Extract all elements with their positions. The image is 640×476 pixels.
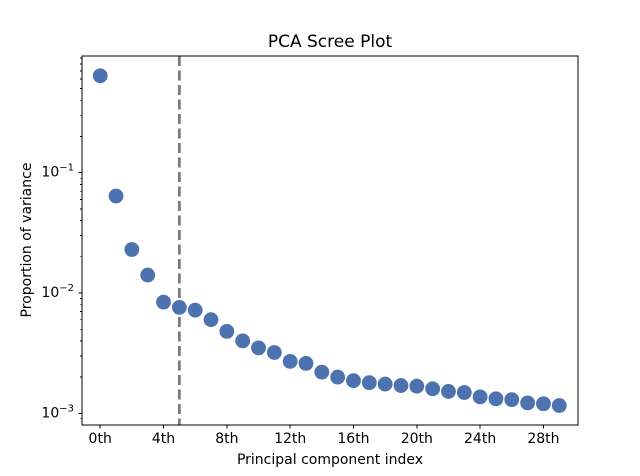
x-tick-label: 24th (464, 431, 496, 447)
scatter-point (314, 364, 330, 380)
scatter-point (551, 398, 567, 413)
scatter-point (425, 381, 441, 397)
x-tick-label: 20th (401, 431, 433, 447)
scatter-point (92, 68, 108, 84)
scatter-point (504, 392, 520, 407)
y-tick-label: 10−3 (41, 403, 74, 421)
scatter-series (92, 68, 567, 413)
x-axis-label: Principal component index (237, 452, 423, 468)
x-tick-label: 28th (527, 431, 559, 447)
scatter-point (156, 294, 171, 310)
x-tick-label: 16th (337, 431, 369, 447)
scatter-point (203, 312, 219, 328)
scatter-point (298, 355, 314, 371)
axes-frame (81, 55, 579, 426)
scatter-point (536, 396, 551, 412)
scatter-point (488, 391, 504, 407)
scatter-point (171, 299, 187, 315)
scatter-point (251, 340, 266, 356)
scatter-point (140, 267, 156, 283)
x-tick-label: 4th (152, 431, 175, 447)
scatter-point (456, 385, 472, 400)
chart-title: PCA Scree Plot (268, 32, 393, 52)
y-tick-label: 10−2 (41, 283, 74, 301)
scatter-point (219, 323, 235, 339)
scatter-point (472, 389, 488, 405)
scatter-point (346, 373, 361, 388)
scatter-point (124, 242, 140, 257)
scatter-point (520, 395, 536, 411)
y-tick-label: 10−1 (41, 163, 74, 181)
x-axis: 0th 4th 8th 12th 16th 20th 24th 28th (89, 425, 560, 447)
x-tick-label: 0th (89, 431, 112, 447)
scatter-point (235, 333, 251, 349)
scatter-point (330, 369, 346, 385)
scatter-point (108, 188, 124, 204)
x-tick-label: 8th (215, 431, 238, 447)
scatter-point (187, 302, 203, 318)
scatter-point (377, 376, 393, 392)
scatter-point (282, 354, 298, 369)
scatter-point (409, 378, 425, 394)
axes-spines (81, 55, 579, 426)
scatter-point (441, 384, 456, 399)
scatter-point (361, 375, 377, 390)
scatter-point (393, 378, 409, 393)
x-tick-label: 12th (274, 431, 306, 447)
y-axis: 10−1 10−2 10−3 (41, 57, 82, 421)
scatter-point (266, 345, 282, 360)
y-axis-label: Proportion of variance (19, 163, 35, 318)
